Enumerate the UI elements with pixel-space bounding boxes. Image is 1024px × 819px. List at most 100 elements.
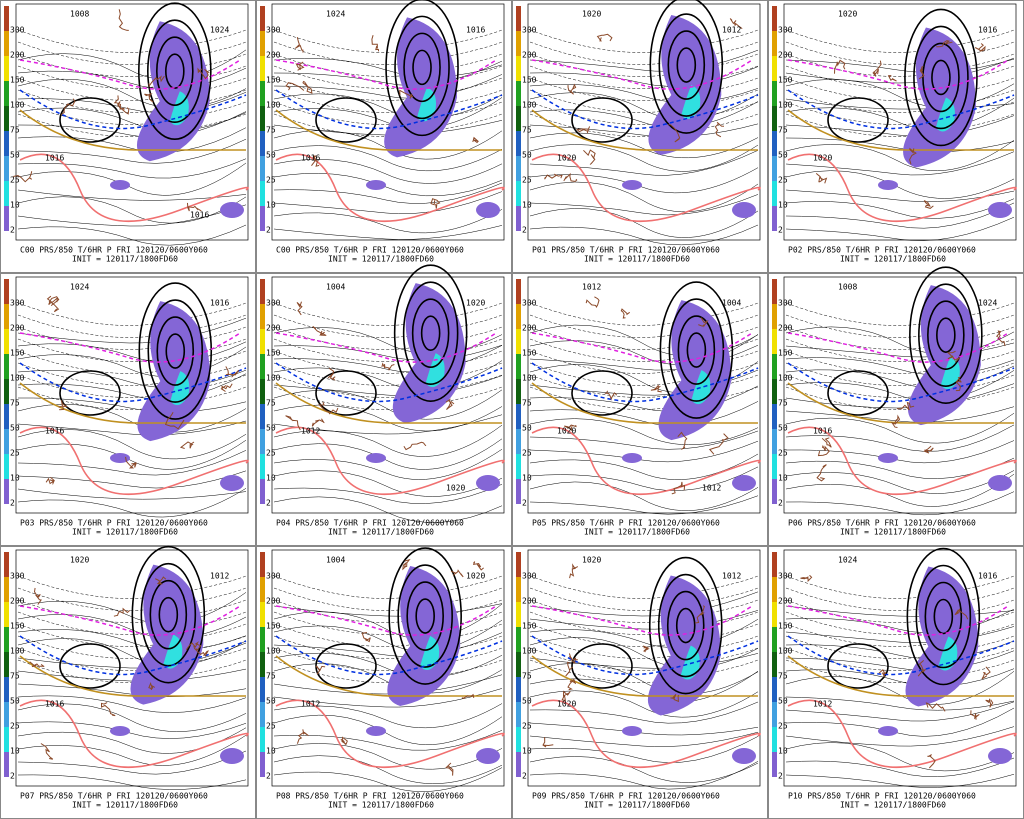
colorbar-label: 100	[266, 647, 281, 656]
high-contour	[59, 97, 121, 143]
isobar	[785, 170, 1015, 199]
panel: 300 200 150 100 75 50 25 10 2 1008 1024 1016 P06 PRS…	[768, 266, 1024, 546]
isobar	[17, 638, 247, 666]
isobar-label: 1020	[466, 299, 485, 308]
colorbar-swatch	[516, 652, 521, 677]
colorbar-swatch	[260, 329, 265, 354]
colorbar-swatch	[4, 279, 9, 304]
colorbar-swatch	[4, 404, 9, 429]
colorbar-label: 50	[266, 151, 276, 160]
isobar-label: 1020	[557, 154, 576, 163]
panel: 300 200 150 100 75 50 25 10 2 1020 1016 1020 P02 PRS…	[768, 0, 1024, 273]
colorbar-swatch	[516, 329, 521, 354]
colorbar-swatch	[260, 577, 265, 602]
isotherm-blue	[19, 89, 247, 130]
colorbar-label: 25	[266, 449, 276, 458]
isobar	[529, 722, 759, 736]
isobar	[785, 413, 1015, 444]
isotherm-magenta	[531, 332, 753, 363]
colorbar-swatch	[260, 106, 265, 131]
low-contour	[657, 573, 714, 678]
isotherm-gold	[787, 655, 1014, 697]
colorbar-label: 100	[778, 647, 793, 656]
precip-area	[878, 180, 898, 190]
colorbar-label: 300	[778, 572, 793, 581]
isobar	[785, 440, 1015, 464]
thickness-line	[529, 314, 759, 338]
coastline	[40, 743, 54, 760]
panel-init: INIT = 120117/1800FD60	[840, 801, 946, 810]
colorbar-swatch	[260, 304, 265, 329]
high-contour	[315, 97, 377, 143]
colorbar: 300 200 150 100 75 50 25 10 2	[4, 552, 25, 781]
colorbar-label: 150	[10, 76, 25, 85]
isobar	[17, 204, 247, 227]
isobar	[17, 629, 247, 651]
colorbar-swatch	[772, 131, 777, 156]
isobar-label: 1012	[301, 700, 320, 709]
coastline	[620, 308, 630, 319]
coastline	[996, 330, 1006, 347]
coastline	[318, 401, 339, 415]
low-contour	[922, 42, 960, 113]
coastline	[315, 665, 326, 675]
map-frame	[527, 549, 761, 787]
colorbar-label: 2	[522, 226, 527, 235]
isobar	[17, 420, 247, 436]
coastline	[878, 669, 887, 678]
colorbar-swatch	[260, 156, 265, 181]
colorbar-label: 2	[522, 772, 527, 781]
colorbar-label: 100	[522, 647, 537, 656]
colorbar-label: 10	[266, 201, 276, 210]
colorbar: 300 200 150 100 75 50 25 10 2	[4, 279, 25, 508]
precip-area	[732, 202, 756, 218]
isobar-label: 1016	[45, 700, 64, 709]
colorbar-label: 25	[10, 449, 20, 458]
isobar	[17, 488, 247, 500]
low-contour	[147, 299, 204, 403]
colorbar-swatch	[4, 429, 9, 454]
colorbar-swatch	[4, 727, 9, 752]
coastline	[925, 702, 946, 712]
colorbar-label: 150	[522, 76, 537, 85]
isobar	[529, 123, 759, 138]
isotherm-magenta	[275, 332, 497, 363]
precip-area	[476, 475, 500, 491]
panel-init: INIT = 120117/1800FD60	[72, 801, 178, 810]
isobar	[273, 191, 503, 215]
isobar	[17, 488, 247, 518]
colorbar-label: 100	[10, 647, 25, 656]
isobar	[17, 683, 247, 697]
colorbar-label: 25	[10, 176, 20, 185]
isotherm-salmon	[531, 426, 761, 495]
colorbar-label: 100	[10, 374, 25, 383]
colorbar-label: 100	[522, 374, 537, 383]
coastline	[650, 384, 662, 393]
colorbar-label: 200	[778, 324, 793, 333]
colorbar: 300 200 150 100 75 50 25 10 2	[516, 6, 537, 235]
coastline	[311, 418, 325, 427]
colorbar-swatch	[772, 404, 777, 429]
colorbar-swatch	[772, 454, 777, 479]
colorbar-swatch	[260, 181, 265, 206]
colorbar-label: 100	[10, 101, 25, 110]
colorbar-swatch	[260, 81, 265, 106]
colorbar-label: 2	[522, 499, 527, 508]
isobar	[17, 341, 247, 363]
colorbar-label: 2	[266, 499, 271, 508]
map-frame	[527, 3, 761, 241]
colorbar-swatch	[772, 106, 777, 131]
precip-area	[220, 202, 244, 218]
colorbar-swatch	[772, 552, 777, 577]
isobar	[529, 637, 759, 669]
colorbar-swatch	[516, 577, 521, 602]
coastline	[312, 325, 327, 337]
isotherm-gold	[19, 382, 246, 424]
isobar	[529, 101, 759, 128]
coastline	[327, 367, 336, 381]
high-contour	[315, 370, 377, 416]
panel-caption: P04 PRS/850 T/6HR P FRI 120120/0600Y060	[276, 519, 464, 528]
colorbar-label: 25	[522, 449, 532, 458]
map: 1024 1016 1016	[17, 282, 249, 518]
isobar	[529, 736, 759, 763]
